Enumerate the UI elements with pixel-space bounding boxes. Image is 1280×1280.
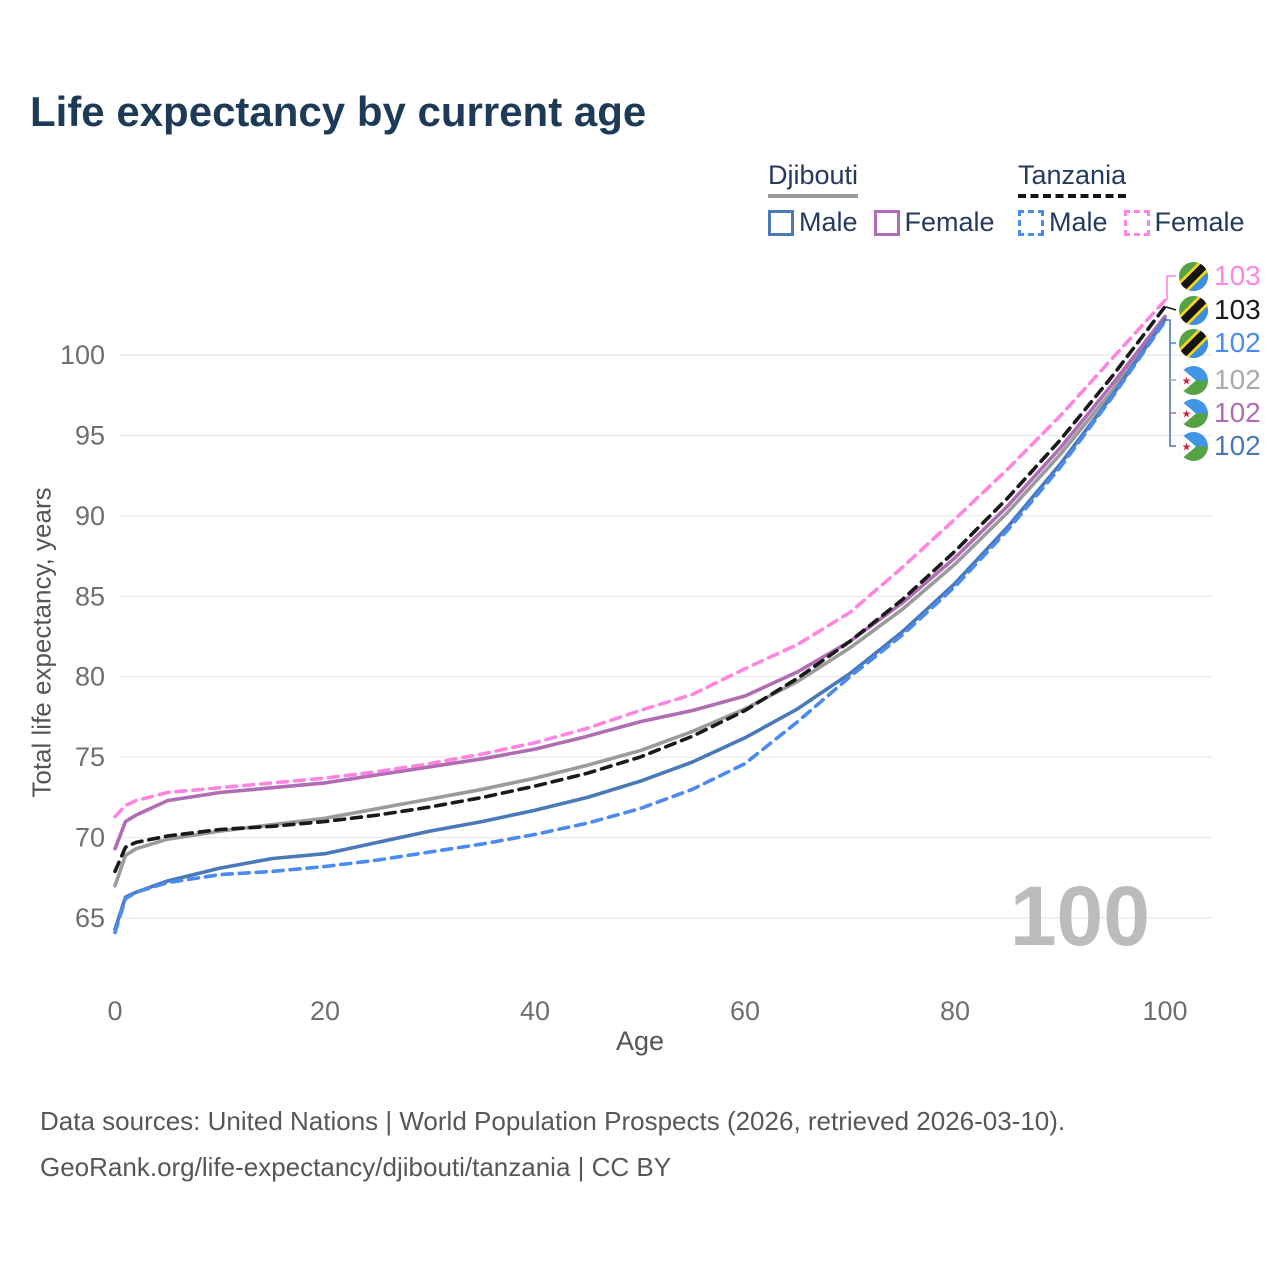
x-tick-label: 20	[310, 996, 340, 1026]
y-tick-label: 90	[75, 501, 105, 531]
legend-group-title-tanzania[interactable]: Tanzania	[1018, 160, 1127, 198]
y-tick-label: 80	[75, 662, 105, 692]
footer: Data sources: United Nations | World Pop…	[40, 1106, 1065, 1198]
y-tick-label: 85	[75, 581, 105, 611]
series-line-djibouti-female[interactable]	[113, 314, 1167, 851]
legend-group-djibouti: Djibouti Male Female	[768, 160, 995, 238]
legend-item-djibouti-male[interactable]: Male	[768, 207, 858, 238]
y-tick-label: 100	[60, 340, 105, 370]
series-line-tanzania-female[interactable]	[113, 298, 1167, 819]
leader-line	[1166, 319, 1176, 447]
x-tick-label: 0	[107, 996, 122, 1026]
data-source-note: Data sources: United Nations | World Pop…	[40, 1106, 1066, 1136]
legend-group-tanzania: Tanzania Male Female	[1018, 160, 1245, 238]
x-tick-label: 60	[730, 996, 760, 1026]
tanzania-male-swatch-icon	[1018, 209, 1044, 236]
y-tick-label: 75	[75, 742, 105, 772]
legend-item-tanzania-male[interactable]: Male	[1018, 207, 1108, 238]
x-tick-label: 40	[520, 996, 550, 1026]
legend-group-title-djibouti[interactable]: Djibouti	[768, 160, 859, 198]
djibouti-female-swatch-icon	[873, 209, 900, 236]
leader-line	[1166, 275, 1176, 300]
legend-item-label: Male	[1049, 207, 1108, 237]
x-tick-label: 80	[940, 996, 970, 1026]
y-tick-label: 65	[75, 903, 105, 933]
legend-item-label: Male	[799, 207, 858, 237]
x-axis-title: Age	[616, 1026, 664, 1056]
legend-item-label: Female	[1154, 207, 1245, 237]
page-title: Life expectancy by current age	[30, 88, 647, 135]
tanzania-female-swatch-icon	[1123, 209, 1150, 236]
djibouti-male-swatch-icon	[768, 209, 794, 236]
series-line-djibouti-all[interactable]	[113, 316, 1167, 888]
series-line-tanzania-all[interactable]	[113, 304, 1167, 874]
y-tick-label: 95	[75, 420, 105, 450]
legend-item-tanzania-female[interactable]: Female	[1123, 207, 1245, 238]
leader-line	[1165, 306, 1177, 311]
watermark: 100	[1010, 869, 1150, 963]
series-line-tanzania-male[interactable]	[113, 319, 1167, 935]
series-line-djibouti-male[interactable]	[113, 317, 1167, 932]
legend-item-djibouti-female[interactable]: Female	[873, 207, 995, 238]
y-tick-label: 70	[75, 823, 105, 853]
attribution-link[interactable]: GeoRank.org/life-expectancy/djibouti/tan…	[40, 1152, 672, 1182]
legend: Djibouti Male Female Tanzania Male	[0, 160, 1280, 250]
legend-item-label: Female	[904, 207, 995, 237]
x-tick-label: 100	[1142, 996, 1187, 1026]
